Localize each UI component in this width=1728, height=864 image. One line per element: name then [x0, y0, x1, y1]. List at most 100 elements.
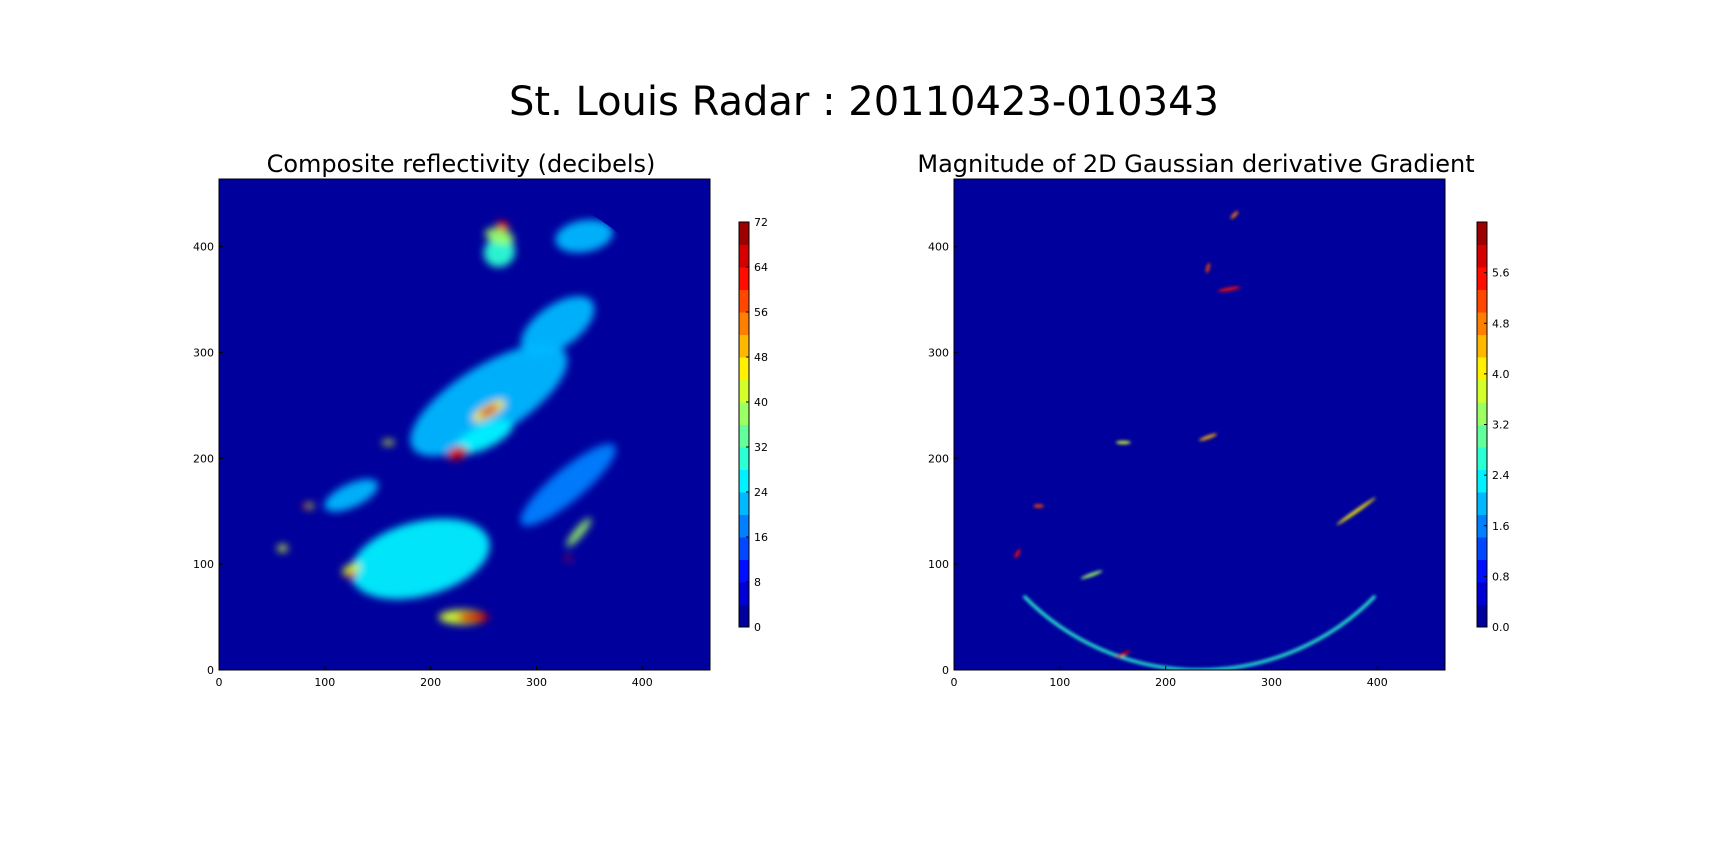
colorbar-tick-label: 4.8 [1492, 317, 1510, 330]
colorbar-segment [1477, 537, 1487, 560]
y-tick-label: 400 [928, 241, 949, 254]
y-tick-label: 300 [193, 347, 214, 360]
x-tick-label: 100 [314, 676, 335, 689]
right-panel-title: Magnitude of 2D Gaussian derivative Grad… [917, 150, 1474, 178]
reflectivity-echo [566, 517, 592, 547]
colorbar-segment [1477, 402, 1487, 425]
colorbar-segment [739, 447, 749, 470]
gradient-ridge [1336, 497, 1376, 525]
x-tick-label: 0 [951, 676, 958, 689]
colorbar-segment [1477, 357, 1487, 380]
x-tick-label: 200 [420, 676, 441, 689]
colorbar-tick-label: 56 [754, 306, 768, 319]
colorbar-segment [739, 267, 749, 290]
colorbar-segment [739, 604, 749, 628]
left-colorbar: 0 8 16 24 32 40 48 56 64 72 [738, 216, 768, 634]
gradient-ridge [1198, 433, 1217, 441]
colorbar-segment [1477, 222, 1487, 245]
colorbar-segment [739, 334, 749, 358]
colorbar-segment [1477, 424, 1487, 448]
colorbar-segment [739, 402, 749, 425]
colorbar-tick-label: 64 [754, 261, 768, 274]
gradient-ridge [1116, 650, 1131, 658]
colorbar-segment [1477, 514, 1487, 538]
colorbar-segment [1477, 379, 1487, 403]
y-tick-label: 0 [207, 664, 214, 677]
reflectivity-echo [446, 446, 468, 461]
colorbar-tick-label: 5.6 [1492, 267, 1510, 280]
x-tick-label: 400 [632, 676, 653, 689]
colorbar-segment [739, 469, 749, 493]
colorbar-segment [1477, 582, 1487, 605]
colorbar-tick-label: 32 [754, 441, 768, 454]
reflectivity-echo [302, 503, 309, 509]
reflectivity-echo [277, 544, 288, 553]
right-axes-frame [953, 178, 1446, 671]
gradient-ridge [1230, 211, 1239, 219]
y-tick-label: 400 [193, 241, 214, 254]
colorbar-tick-label: 0.0 [1492, 621, 1510, 634]
colorbar-segment [739, 492, 749, 515]
y-tick-label: 200 [928, 452, 949, 465]
colorbar-tick-label: 1.6 [1492, 520, 1510, 533]
reflectivity-echo [483, 236, 516, 268]
y-tick-label: 0 [942, 664, 949, 677]
colorbar-segment [739, 289, 749, 313]
x-tick-label: 400 [1367, 676, 1388, 689]
left-axes: 0 100 200 300 400 0 100 200 300 400 [193, 178, 711, 689]
x-tick-label: 100 [1049, 676, 1070, 689]
reflectivity-echo [410, 344, 568, 457]
colorbar-tick-label: 2.4 [1492, 469, 1510, 482]
colorbar-segment [739, 312, 749, 335]
x-tick-label: 200 [1155, 676, 1176, 689]
y-tick-label: 100 [193, 558, 214, 571]
colorbar-segment [1477, 312, 1487, 335]
colorbar-tick-label: 4.0 [1492, 368, 1510, 381]
reflectivity-echo [454, 420, 513, 455]
reflectivity-echo [350, 518, 490, 600]
colorbar-tick-label: 40 [754, 396, 768, 409]
colorbar-tick-label: 24 [754, 486, 768, 499]
gradient-ridge [1217, 286, 1241, 292]
gradient-ridge [1080, 570, 1103, 580]
gradient-ridge [1014, 548, 1021, 559]
reflectivity-echo [484, 228, 514, 245]
reflectivity-echo [520, 443, 616, 526]
colorbar-segment [1477, 334, 1487, 358]
reflectivity-echo [324, 479, 379, 512]
reflectivity-echo [381, 439, 395, 446]
reflectivity-echo [457, 611, 489, 623]
left-axes-frame [218, 178, 711, 671]
colorbar-segment [1477, 267, 1487, 290]
colorbar-tick-label: 48 [754, 351, 768, 364]
colorbar-segment [739, 379, 749, 403]
colorbar-tick-label: 72 [754, 216, 768, 229]
colorbar-frame [738, 221, 750, 628]
x-tick-label: 300 [526, 676, 547, 689]
colorbar-tick-label: 8 [754, 576, 761, 589]
colorbar-segment [1477, 604, 1487, 628]
right-heatmap-background [954, 179, 1445, 670]
reflectivity-echo [555, 219, 613, 253]
gradient-ridge [1033, 504, 1044, 508]
colorbar-tick-label: 0 [754, 621, 761, 634]
colorbar-tick-label: 3.2 [1492, 419, 1510, 432]
y-tick-label: 300 [928, 347, 949, 360]
colorbar-segment [739, 424, 749, 448]
colorbar-segment [739, 357, 749, 380]
reflectivity-echo [346, 570, 357, 579]
colorbar-segment [1477, 289, 1487, 313]
left-panel-title: Composite reflectivity (decibels) [267, 150, 656, 178]
reflectivity-echo [496, 221, 509, 230]
colorbar-segment [1477, 244, 1487, 268]
colorbar-segment [739, 582, 749, 605]
x-tick-label: 300 [1261, 676, 1282, 689]
colorbar-segment [739, 537, 749, 560]
colorbar-segment [1477, 559, 1487, 583]
colorbar-segment [1477, 447, 1487, 470]
right-axes: 0 100 200 300 400 0 100 200 300 400 [928, 178, 1446, 689]
colorbar-segment [739, 222, 749, 245]
y-tick-label: 100 [928, 558, 949, 571]
y-tick-label: 200 [193, 452, 214, 465]
